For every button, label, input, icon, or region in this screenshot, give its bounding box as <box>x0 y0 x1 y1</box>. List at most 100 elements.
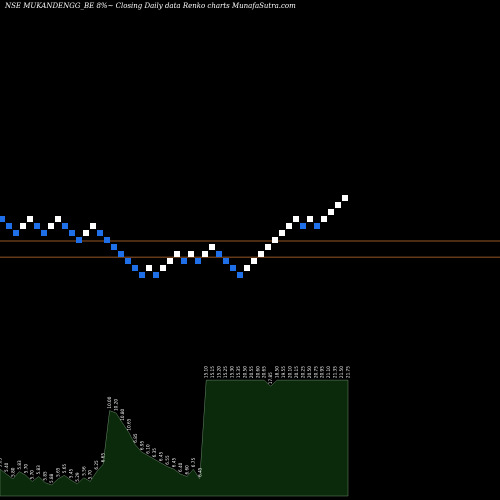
renko-brick-down <box>237 272 243 278</box>
renko-brick-down <box>97 230 103 236</box>
value-label: 10.00 <box>107 396 112 408</box>
value-label: 6.40 <box>178 462 183 472</box>
value-label: 15.10 <box>204 366 209 378</box>
value-label: 21.10 <box>326 366 331 378</box>
renko-brick-up <box>146 265 152 271</box>
value-label: 20.55 <box>249 366 254 378</box>
renko-brick-up <box>83 230 89 236</box>
renko-brick-up <box>160 265 166 271</box>
value-label: 5.80 <box>10 467 15 477</box>
renko-brick-down <box>69 230 75 236</box>
renko-brick-down <box>223 258 229 264</box>
value-label: 6.35 <box>152 448 157 458</box>
renko-brick-up <box>209 244 215 250</box>
value-label: 20.10 <box>288 366 293 378</box>
value-label: 6.55 <box>165 455 170 465</box>
value-label: 20.95 <box>320 366 325 378</box>
value-label: 21.50 <box>339 366 344 378</box>
value-label: 5.83 <box>17 460 22 470</box>
renko-brick-up <box>20 223 26 229</box>
value-label: 15.35 <box>236 366 241 378</box>
volume-labels: 5.655.405.805.83 5.705.705.835.85 5.885.65… <box>0 366 351 483</box>
renko-brick-up <box>90 223 96 229</box>
value-label: 6.65 <box>101 453 106 463</box>
renko-brick-up <box>27 216 33 222</box>
renko-brick-down <box>314 223 320 229</box>
renko-brick-down <box>132 265 138 271</box>
value-label: 6.45 <box>159 451 164 461</box>
renko-brick-down <box>195 258 201 264</box>
renko-brick-up <box>48 223 54 229</box>
value-label: 5.70 <box>30 470 35 480</box>
value-label: 5.83 <box>36 465 41 475</box>
renko-brick-down <box>230 265 236 271</box>
value-label: 10.65 <box>126 418 131 430</box>
value-label: 18.50 <box>275 366 280 378</box>
value-label: 5.85 <box>43 471 48 481</box>
renko-brick-down <box>6 223 12 229</box>
value-label: 5.88 <box>49 473 54 483</box>
renko-brick-up <box>321 216 327 222</box>
value-label: 19.55 <box>281 366 286 378</box>
renko-brick-down <box>111 244 117 250</box>
renko-brick-up <box>342 195 348 201</box>
renko-brick-up <box>202 251 208 257</box>
value-label: 5.40 <box>4 462 9 472</box>
value-label: 20.50 <box>242 366 247 378</box>
renko-brick-down <box>118 251 124 257</box>
value-label: 6.85 <box>133 433 138 443</box>
value-label: 15.15 <box>210 366 215 378</box>
renko-brick-down <box>153 272 159 278</box>
value-label: 5.70 <box>23 464 28 474</box>
renko-brick-up <box>272 237 278 243</box>
volume-area <box>0 379 349 497</box>
value-label: 5.65 <box>56 467 61 477</box>
renko-brick-down <box>216 251 222 257</box>
renko-brick-down <box>76 237 82 243</box>
value-label: 21.75 <box>346 366 351 378</box>
value-label: 20.15 <box>294 366 299 378</box>
value-label: 6.45 <box>172 458 177 468</box>
renko-brick-down <box>41 230 47 236</box>
value-label: 17.85 <box>268 372 273 384</box>
value-label: 6.75 <box>191 458 196 468</box>
value-label: 20.50 <box>307 366 312 378</box>
renko-brick-down <box>13 230 19 236</box>
value-label: 20.60 <box>255 366 260 378</box>
value-label: 5.29 <box>75 472 80 482</box>
chart-title: NSE MUKANDENGG_BE 8%~ Closing Daily data… <box>5 2 296 10</box>
renko-brick-up <box>251 258 257 264</box>
value-label: 5.45 <box>68 468 73 478</box>
volume-panel <box>0 379 349 497</box>
renko-brick-up <box>188 251 194 257</box>
reference-lines <box>0 240 500 258</box>
value-label: 20.25 <box>300 366 305 378</box>
renko-brick-up <box>258 251 264 257</box>
value-label: 15.20 <box>217 366 222 378</box>
renko-brick-up <box>55 216 61 222</box>
renko-brick-up <box>328 209 334 215</box>
value-label: 21.35 <box>333 366 338 378</box>
value-label: 20.65 <box>262 366 267 378</box>
value-label: 15.25 <box>223 366 228 378</box>
renko-brick-up <box>335 202 341 208</box>
value-label: 5.70 <box>88 470 93 480</box>
renko-brick-up <box>307 216 313 222</box>
renko-brick-up <box>279 230 285 236</box>
renko-brick-up <box>293 216 299 222</box>
renko-brick-down <box>0 216 5 222</box>
value-label: 15.30 <box>230 366 235 378</box>
renko-brick-up <box>286 223 292 229</box>
value-label: 10.80 <box>120 408 125 420</box>
renko-brick-down <box>300 223 306 229</box>
renko-brick-down <box>125 258 131 264</box>
value-label: 6.45 <box>197 467 202 477</box>
value-label: 6.25 <box>94 460 99 470</box>
value-label: 20.75 <box>313 366 318 378</box>
renko-brick-down <box>139 272 145 278</box>
value-label: 5.56 <box>81 466 86 476</box>
value-label: 6.10 <box>146 444 151 454</box>
renko-brick-down <box>181 258 187 264</box>
